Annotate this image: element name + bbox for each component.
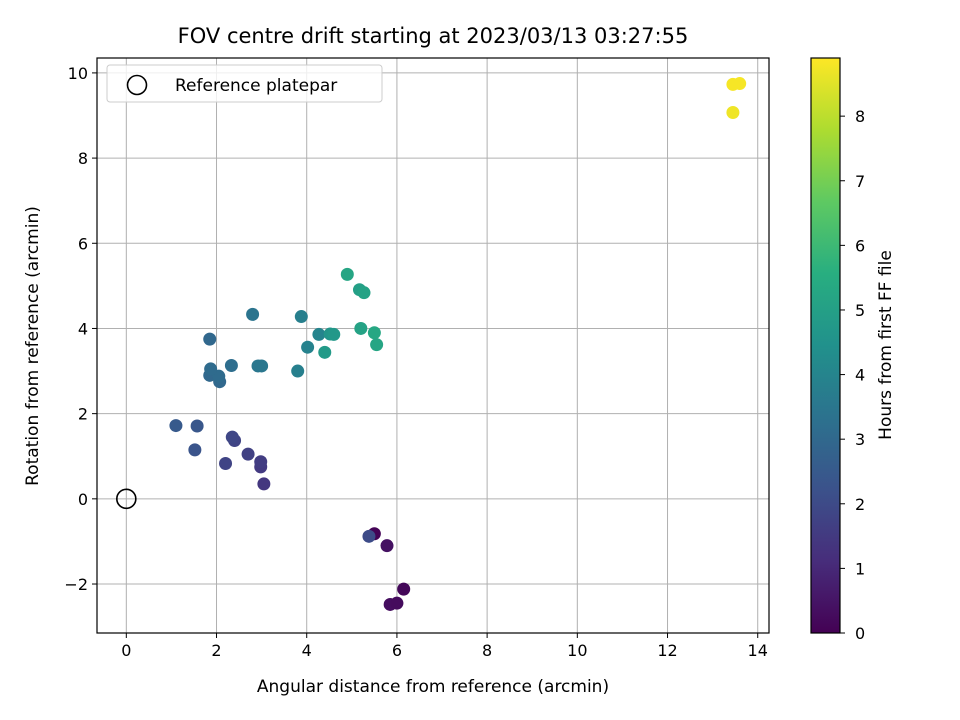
colorbar-gradient (811, 58, 840, 633)
y-tick-label: 10 (68, 64, 88, 83)
scatter-point (190, 419, 204, 433)
plot-frame (96, 57, 770, 634)
legend-box (106, 64, 383, 103)
y-tick-label: 2 (78, 405, 88, 424)
scatter-point (219, 456, 233, 470)
x-axis-label: Angular distance from reference (arcmin) (257, 677, 609, 697)
colorbar-tick-label: 2 (855, 495, 865, 514)
colorbar-frame (810, 57, 841, 634)
scatter-point (203, 332, 217, 346)
x-tick-label: 4 (302, 641, 312, 660)
colorbar-tick-label: 0 (855, 624, 865, 643)
legend-marker-icon (126, 74, 148, 96)
x-tick-label: 12 (657, 641, 677, 660)
x-axis-ticks: 0 2 4 6 8 10 12 14 (121, 633, 768, 660)
grid-lines (97, 58, 769, 633)
y-axis-ticks: −2 0 2 4 6 8 10 (64, 64, 97, 594)
scatter-point (340, 267, 354, 281)
scatter-point (257, 477, 271, 491)
scatter-point (246, 307, 260, 321)
colorbar-tick-label: 1 (855, 559, 865, 578)
scatter-point (294, 310, 308, 324)
scatter-point (397, 582, 411, 596)
scatter-point (254, 455, 268, 469)
y-tick-label: 4 (78, 319, 88, 338)
scatter-point (726, 106, 740, 120)
y-tick-label: 8 (78, 149, 88, 168)
x-tick-label: 6 (392, 641, 402, 660)
x-tick-label: 8 (482, 641, 492, 660)
scatter-point (370, 338, 384, 352)
scatter-point (224, 359, 238, 373)
scatter-point (169, 419, 183, 433)
colorbar-tick-label: 3 (855, 430, 865, 449)
scatter-point (291, 364, 305, 378)
y-tick-label: −2 (64, 575, 88, 594)
scatter-point (301, 340, 315, 354)
y-tick-label: 6 (78, 234, 88, 253)
x-tick-label: 0 (121, 641, 131, 660)
colorbar-tick-label: 7 (855, 172, 865, 191)
scatter-point (357, 286, 371, 300)
scatter-point (354, 321, 368, 335)
data-points (169, 77, 747, 611)
scatter-point (204, 362, 218, 376)
scatter-point (380, 539, 394, 553)
y-tick-label: 0 (78, 490, 88, 509)
scatter-point (362, 529, 376, 543)
chart-title: FOV centre drift starting at 2023/03/13 … (178, 24, 689, 48)
scatter-point (390, 596, 404, 610)
colorbar-tick-label: 6 (855, 236, 865, 255)
scatter-point (188, 443, 202, 457)
scatter-point (241, 447, 255, 461)
legend-label: Reference platepar (175, 76, 337, 96)
scatter-point (225, 430, 239, 444)
x-tick-label: 2 (211, 641, 221, 660)
colorbar: 0 1 2 3 4 5 6 7 8 Hours from first FF file (810, 57, 896, 643)
scatter-point (367, 326, 381, 340)
x-tick-label: 10 (567, 641, 587, 660)
colorbar-tick-label: 4 (855, 366, 865, 385)
colorbar-label: Hours from first FF file (876, 250, 896, 440)
scatter-point (255, 359, 269, 373)
colorbar-tick-label: 8 (855, 107, 865, 126)
y-axis-label: Rotation from reference (arcmin) (23, 206, 43, 486)
scatter-point (312, 327, 326, 341)
scatter-point (318, 345, 332, 359)
scatter-point (733, 77, 747, 91)
colorbar-ticks: 0 1 2 3 4 5 6 7 8 (840, 107, 865, 643)
colorbar-tick-label: 5 (855, 301, 865, 320)
reference-platepar-marker (116, 488, 137, 510)
scatter-point (327, 327, 341, 341)
x-tick-label: 14 (748, 641, 768, 660)
legend: Reference platepar (106, 64, 383, 103)
